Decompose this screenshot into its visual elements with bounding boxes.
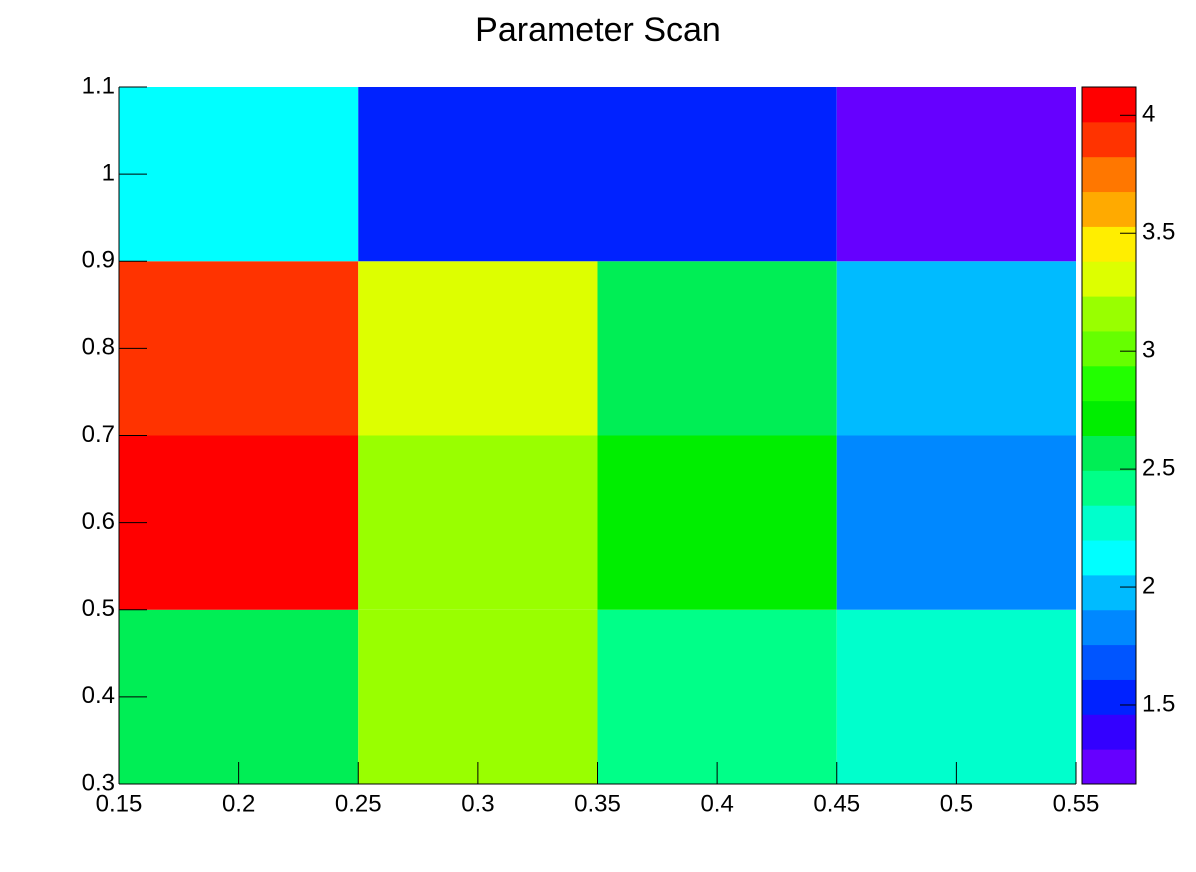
heatmap-cell: [119, 87, 359, 262]
heatmap-cell: [119, 609, 359, 784]
palette-band: [1082, 574, 1136, 611]
z-tick-label: 3: [1142, 337, 1155, 364]
heatmap-cell: [597, 609, 837, 784]
palette-band: [1082, 261, 1136, 297]
heatmap-cell: [358, 435, 598, 610]
heatmap-cell: [358, 609, 598, 784]
y-tick-label: 0.8: [82, 334, 115, 361]
heatmap-cell: [119, 261, 359, 436]
heatmap-cell: [119, 435, 359, 610]
palette-band: [1082, 714, 1136, 750]
z-tick-label: 2.5: [1142, 454, 1175, 481]
palette-band: [1082, 749, 1136, 785]
y-tick-label: 0.3: [82, 769, 115, 796]
y-tick-label: 0.7: [82, 421, 115, 448]
heatmap-cell: [836, 435, 1076, 610]
palette-band: [1082, 679, 1136, 715]
heatmap-cell: [597, 87, 837, 262]
chart-title: Parameter Scan: [475, 11, 721, 49]
heatmap-cell: [597, 261, 837, 436]
palette-band: [1082, 191, 1136, 227]
heatmap-cell: [597, 435, 837, 610]
palette-band: [1082, 365, 1136, 402]
x-tick-label: 0.15: [96, 790, 143, 817]
palette-band: [1082, 226, 1136, 262]
heatmap-cell: [358, 261, 598, 436]
heatmap-cell: [836, 87, 1076, 262]
palette-band: [1082, 87, 1136, 123]
y-tick-label: 0.6: [82, 508, 115, 535]
palette-band: [1082, 470, 1136, 506]
y-tick-label: 1: [102, 159, 115, 186]
palette-band: [1082, 505, 1136, 541]
palette-band: [1082, 609, 1136, 646]
palette-band: [1082, 644, 1136, 680]
x-tick-label: 0.25: [335, 790, 382, 817]
palette-band: [1082, 400, 1136, 436]
x-tick-label: 0.55: [1053, 790, 1100, 817]
x-tick-label: 0.3: [461, 790, 494, 817]
palette-band: [1082, 121, 1136, 158]
x-tick-label: 0.45: [813, 790, 860, 817]
palette-band: [1082, 296, 1136, 332]
z-tick-label: 3.5: [1142, 219, 1175, 246]
y-tick-label: 0.4: [82, 682, 115, 709]
x-tick-label: 0.5: [940, 790, 973, 817]
heatmap-cell: [358, 87, 598, 262]
y-tick-label: 0.9: [82, 247, 115, 274]
palette-frame: [1081, 86, 1137, 785]
palette-band: [1082, 540, 1136, 576]
z-tick-label: 1.5: [1142, 690, 1175, 717]
x-tick-label: 0.35: [574, 790, 621, 817]
y-tick-label: 1.1: [82, 72, 115, 99]
x-tick-label: 0.2: [222, 790, 255, 817]
z-tick-label: 4: [1142, 101, 1155, 128]
heatmap-cell: [836, 261, 1076, 436]
palette-band: [1082, 330, 1136, 367]
x-tick-label: 0.4: [700, 790, 733, 817]
palette-band: [1082, 435, 1136, 471]
heatmap-cell: [836, 609, 1076, 784]
y-tick-label: 0.5: [82, 595, 115, 622]
z-tick-label: 2: [1142, 572, 1155, 599]
palette-band: [1082, 156, 1136, 193]
